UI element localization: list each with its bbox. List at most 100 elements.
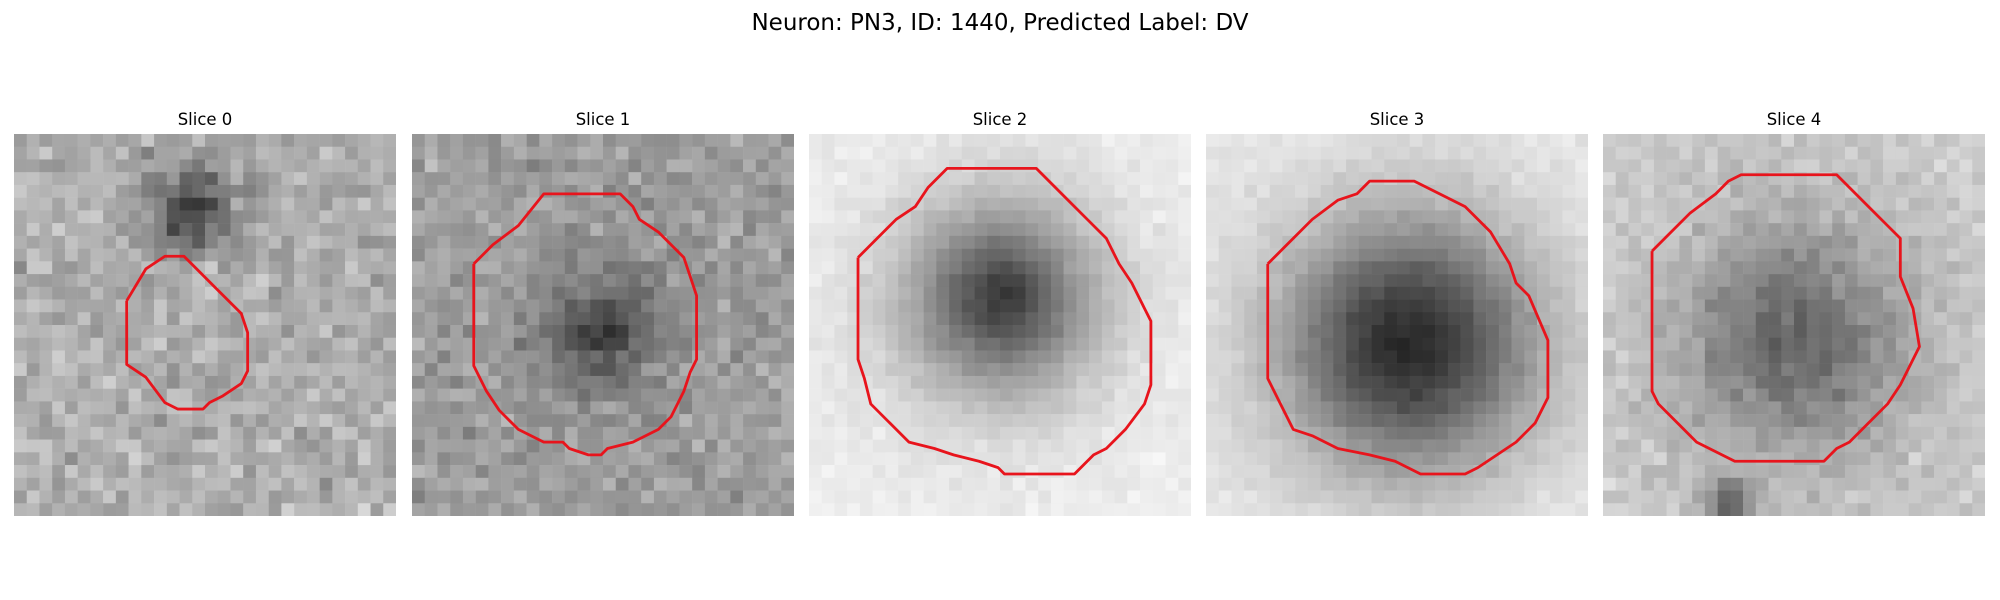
pixel bbox=[910, 184, 924, 198]
pixel bbox=[1435, 465, 1449, 479]
pixel bbox=[743, 146, 757, 160]
pixel bbox=[1511, 248, 1525, 262]
pixel bbox=[743, 235, 757, 249]
pixel bbox=[1206, 477, 1219, 491]
pixel bbox=[1549, 426, 1563, 440]
pixel bbox=[332, 274, 346, 288]
pixel bbox=[230, 401, 244, 415]
pixel bbox=[424, 223, 438, 237]
pixel bbox=[847, 363, 861, 377]
pixel bbox=[1628, 159, 1642, 173]
pixel bbox=[90, 439, 104, 453]
pixel bbox=[666, 375, 680, 389]
pixel bbox=[1603, 465, 1616, 479]
pixel bbox=[603, 261, 616, 275]
pixel bbox=[1460, 503, 1474, 516]
pixel bbox=[692, 375, 706, 389]
pixel bbox=[1755, 286, 1769, 300]
pixel bbox=[1397, 490, 1410, 504]
pixel bbox=[412, 426, 425, 440]
pixel bbox=[1615, 184, 1629, 198]
pixel bbox=[1152, 363, 1166, 377]
pixel bbox=[1575, 465, 1588, 479]
pixel bbox=[590, 375, 604, 389]
pixel bbox=[577, 503, 591, 516]
pixel bbox=[52, 312, 66, 326]
pixel bbox=[590, 337, 604, 351]
pixel bbox=[1384, 490, 1398, 504]
pixel bbox=[1114, 477, 1128, 491]
pixel bbox=[424, 274, 438, 288]
pixel bbox=[1076, 172, 1090, 186]
pixel bbox=[154, 184, 168, 198]
pixel bbox=[1206, 184, 1219, 198]
pixel bbox=[987, 210, 1001, 224]
pixel bbox=[192, 375, 206, 389]
pixel bbox=[603, 146, 616, 160]
pixel bbox=[488, 134, 502, 147]
pixel bbox=[641, 286, 655, 300]
pixel bbox=[26, 363, 40, 377]
pixel bbox=[1562, 159, 1576, 173]
pixel bbox=[1844, 465, 1858, 479]
pixel bbox=[1012, 146, 1026, 160]
pixel bbox=[1628, 388, 1642, 402]
pixel bbox=[1358, 261, 1372, 275]
pixel bbox=[1371, 184, 1385, 198]
pixel bbox=[1844, 363, 1858, 377]
pixel bbox=[1447, 414, 1461, 428]
pixel bbox=[1231, 426, 1245, 440]
pixel bbox=[1946, 426, 1960, 440]
pixel bbox=[1946, 146, 1960, 160]
pixel bbox=[1743, 146, 1757, 160]
pixel bbox=[64, 325, 78, 338]
pixel bbox=[1218, 248, 1232, 262]
pixel bbox=[1562, 375, 1576, 389]
pixel bbox=[1152, 375, 1166, 389]
pixel bbox=[834, 159, 848, 173]
pixel bbox=[603, 388, 616, 402]
pixel bbox=[692, 197, 706, 211]
pixel bbox=[1946, 452, 1960, 466]
pixel bbox=[821, 261, 835, 275]
pixel bbox=[1768, 223, 1782, 237]
pixel bbox=[1908, 235, 1922, 249]
pixel bbox=[1895, 388, 1909, 402]
pixel bbox=[1256, 223, 1270, 237]
pixel bbox=[1269, 146, 1283, 160]
pixel bbox=[1895, 439, 1909, 453]
pixel bbox=[128, 223, 142, 237]
pixel bbox=[1806, 159, 1820, 173]
pixel bbox=[1165, 286, 1179, 300]
pixel bbox=[679, 503, 693, 516]
pixel bbox=[14, 325, 27, 338]
pixel bbox=[1628, 414, 1642, 428]
pixel bbox=[243, 503, 257, 516]
pixel bbox=[743, 439, 757, 453]
pixel bbox=[717, 503, 731, 516]
pixel bbox=[1921, 350, 1935, 364]
pixel bbox=[501, 286, 515, 300]
pixel bbox=[166, 235, 180, 249]
pixel bbox=[192, 299, 206, 313]
pixel bbox=[383, 134, 396, 147]
pixel bbox=[834, 286, 848, 300]
pixel bbox=[872, 197, 886, 211]
pixel bbox=[768, 375, 782, 389]
pixel bbox=[1692, 184, 1706, 198]
pixel bbox=[128, 401, 142, 415]
pixel bbox=[936, 426, 950, 440]
pixel bbox=[936, 350, 950, 364]
pixel bbox=[217, 325, 231, 338]
pixel bbox=[90, 388, 104, 402]
pixel bbox=[859, 414, 873, 428]
pixel bbox=[1333, 146, 1347, 160]
pixel bbox=[1615, 477, 1629, 491]
pixel bbox=[1371, 159, 1385, 173]
pixel bbox=[90, 337, 104, 351]
pixel bbox=[1486, 274, 1500, 288]
pixel bbox=[872, 477, 886, 491]
pixel bbox=[1178, 172, 1191, 186]
pixel bbox=[450, 350, 464, 364]
pixel bbox=[755, 325, 769, 338]
